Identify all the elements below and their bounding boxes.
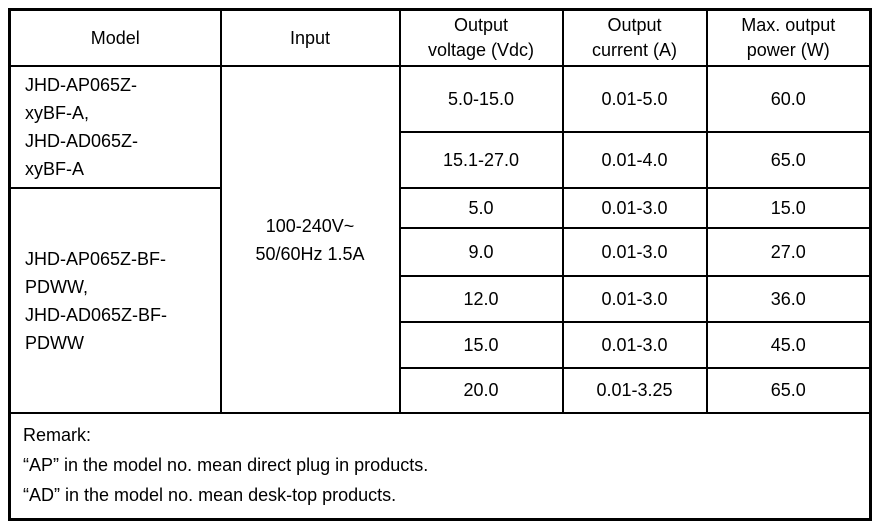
remark-title: Remark: (23, 425, 92, 445)
document-page: Model Input Output voltage (Vdc) Output … (8, 8, 872, 521)
table-row: 15.1-27.0 0.01-4.0 65.0 (10, 131, 872, 189)
output-voltage-cell: 15.0 (398, 321, 564, 369)
max-power-cell: 60.0 (705, 64, 872, 134)
max-power-cell: 27.0 (705, 227, 872, 277)
output-current-cell: 0.01-3.25 (561, 367, 708, 414)
max-power-cell: 45.0 (705, 321, 872, 369)
output-voltage-cell: 12.0 (398, 275, 564, 323)
output-current-cell: 0.01-3.0 (561, 275, 708, 323)
table-row: 12.0 0.01-3.0 36.0 (10, 275, 872, 323)
output-current-cell: 0.01-3.0 (561, 321, 708, 369)
max-power-cell: 65.0 (705, 131, 872, 189)
max-power-cell: 15.0 (705, 187, 872, 229)
output-voltage-cell: 15.1-27.0 (398, 131, 564, 189)
output-current-cell: 0.01-5.0 (561, 64, 708, 134)
power-spec-table: Model Input Output voltage (Vdc) Output … (8, 8, 872, 521)
table-row: 20.0 0.01-3.25 65.0 (10, 367, 872, 414)
max-power-cell: 65.0 (705, 367, 872, 414)
max-power-cell: 36.0 (705, 275, 872, 323)
column-header-input: Input (219, 8, 401, 67)
remark-row: Remark: “AP” in the model no. mean direc… (8, 412, 872, 521)
output-current-cell: 0.01-3.0 (561, 227, 708, 277)
model-group-2-cell: JHD-AP065Z-BF- PDWW, JHD-AD065Z-BF- PDWW (8, 187, 222, 414)
table-row: 15.0 0.01-3.0 45.0 (10, 321, 872, 369)
output-current-cell: 0.01-4.0 (561, 131, 708, 189)
column-header-max-output-power: Max. output power (W) (705, 8, 872, 67)
output-current-cell: 0.01-3.0 (561, 187, 708, 229)
remark-line-ap: “AP” in the model no. mean direct plug i… (23, 455, 429, 475)
output-voltage-cell: 5.0-15.0 (398, 64, 564, 134)
remark-line-ad: “AD” in the model no. mean desk-top prod… (23, 485, 397, 505)
table-row: JHD-AP065Z-BF- PDWW, JHD-AD065Z-BF- PDWW… (8, 187, 872, 414)
output-voltage-cell: 20.0 (398, 367, 564, 414)
column-header-output-voltage: Output voltage (Vdc) (398, 8, 564, 67)
remark-cell: Remark: “AP” in the model no. mean direc… (8, 412, 872, 521)
output-voltage-cell: 5.0 (398, 187, 564, 229)
model-group-1-cell: JHD-AP065Z- xyBF-A, JHD-AD065Z- xyBF-A (8, 65, 222, 189)
input-spec-cell: 100-240V~ 50/60Hz 1.5A (219, 65, 401, 414)
output-voltage-cell: 9.0 (398, 227, 564, 277)
column-header-output-current: Output current (A) (561, 8, 708, 67)
table-header-row: Model Input Output voltage (Vdc) Output … (8, 8, 872, 67)
table-row: 9.0 0.01-3.0 27.0 (10, 227, 872, 277)
column-header-model: Model (8, 8, 222, 67)
table-row: JHD-AP065Z- xyBF-A, JHD-AD065Z- xyBF-A 1… (8, 64, 872, 414)
